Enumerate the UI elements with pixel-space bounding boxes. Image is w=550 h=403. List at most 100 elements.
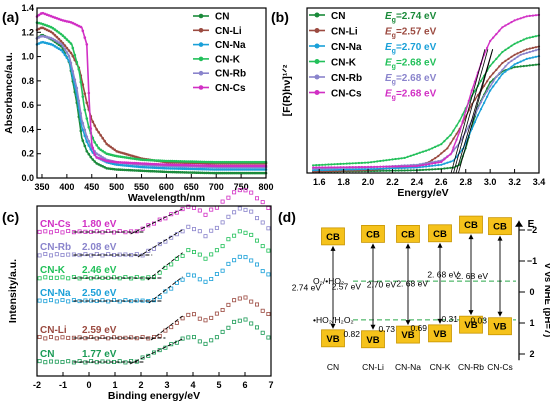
data-point bbox=[357, 161, 360, 165]
data-point bbox=[100, 298, 105, 303]
data-point bbox=[149, 162, 152, 166]
series-label: CN bbox=[40, 349, 54, 360]
data-point bbox=[467, 99, 470, 102]
data-point bbox=[186, 248, 191, 253]
data-point bbox=[143, 165, 146, 169]
data-point bbox=[388, 165, 391, 168]
data-point bbox=[137, 165, 140, 169]
panel-b-plot-frame bbox=[306, 7, 540, 174]
data-point bbox=[133, 157, 136, 161]
data-point bbox=[443, 167, 446, 170]
data-point bbox=[486, 90, 489, 93]
data-point bbox=[163, 163, 166, 166]
data-point bbox=[360, 161, 363, 164]
data-point bbox=[232, 171, 236, 175]
data-point bbox=[248, 164, 252, 168]
x-tick-label: 450 bbox=[84, 182, 99, 192]
data-point bbox=[220, 220, 225, 225]
data-point bbox=[397, 165, 400, 168]
x-tick-label: 500 bbox=[109, 182, 124, 192]
data-point bbox=[111, 162, 114, 165]
data-point bbox=[146, 248, 151, 253]
x-axis-label: Binding energy/eV bbox=[108, 390, 200, 402]
data-point bbox=[141, 158, 144, 162]
data-point bbox=[145, 166, 148, 169]
data-point bbox=[473, 121, 476, 124]
data-point bbox=[208, 171, 212, 175]
data-point bbox=[77, 358, 82, 363]
data-point bbox=[189, 160, 192, 163]
data-point bbox=[498, 29, 501, 32]
data-point bbox=[155, 159, 158, 162]
data-point bbox=[254, 196, 259, 201]
legend-b: CN Eg=2.74 eV CN-Li Eg=2.57 eV CN-Na Eg=2.70 … bbox=[309, 11, 437, 102]
series-value-label: 2.59 eV bbox=[82, 325, 117, 336]
data-point bbox=[446, 167, 449, 170]
data-point bbox=[214, 271, 219, 276]
data-point bbox=[510, 65, 513, 68]
data-point bbox=[218, 171, 222, 175]
data-point bbox=[59, 44, 63, 48]
data-point bbox=[501, 26, 504, 29]
data-point bbox=[220, 244, 225, 249]
x-tick-label: 350 bbox=[34, 182, 49, 192]
data-point bbox=[66, 252, 71, 257]
data-point bbox=[145, 158, 148, 162]
data-point bbox=[376, 167, 379, 170]
series-markers-cn-k bbox=[35, 21, 268, 164]
data-point bbox=[112, 335, 117, 340]
data-point bbox=[220, 168, 224, 171]
data-point bbox=[53, 28, 57, 31]
sample-label: CN-Rb bbox=[458, 362, 484, 372]
data-point bbox=[94, 251, 99, 256]
data-point bbox=[209, 207, 214, 212]
panel-b-tag: (b) bbox=[271, 9, 289, 25]
data-point bbox=[173, 159, 176, 163]
x-tick-label: 2.4 bbox=[411, 177, 424, 187]
data-point bbox=[171, 163, 174, 167]
data-point bbox=[476, 107, 479, 110]
gap-arrow-head-bottom bbox=[405, 320, 411, 326]
data-point bbox=[249, 209, 254, 214]
series-cn-li: CN-Li 2.59 eV bbox=[37, 295, 271, 341]
data-point bbox=[169, 167, 172, 170]
data-point bbox=[191, 312, 196, 317]
tangent-line bbox=[455, 49, 493, 174]
data-point bbox=[187, 167, 190, 171]
data-point bbox=[83, 92, 87, 95]
data-point bbox=[193, 171, 196, 174]
data-point bbox=[434, 164, 437, 167]
data-point bbox=[397, 167, 400, 170]
data-point bbox=[333, 166, 336, 169]
gap-arrow-head-bottom bbox=[370, 324, 376, 330]
data-point bbox=[224, 168, 228, 171]
data-point bbox=[105, 159, 108, 163]
data-point bbox=[250, 164, 254, 168]
data-point bbox=[525, 64, 528, 67]
data-point bbox=[254, 302, 259, 307]
data-point bbox=[111, 160, 114, 163]
band-cn-cs: CB VB 2. 68 eV 0.03 CN-Cs bbox=[456, 217, 513, 372]
data-point bbox=[382, 159, 385, 162]
data-point bbox=[97, 146, 100, 150]
data-point bbox=[461, 120, 464, 123]
gap-arrow-head-bottom bbox=[468, 310, 474, 316]
data-point bbox=[112, 297, 117, 302]
data-point bbox=[266, 205, 271, 210]
data-point bbox=[181, 163, 184, 167]
data-point bbox=[203, 341, 208, 346]
data-point bbox=[133, 155, 136, 158]
data-point bbox=[49, 14, 53, 18]
series-label: CN-K bbox=[40, 265, 66, 276]
x-tick-label: 7 bbox=[268, 380, 273, 390]
data-point bbox=[123, 156, 126, 159]
data-point bbox=[197, 160, 200, 164]
cb-label: CB bbox=[401, 229, 415, 240]
data-point bbox=[195, 167, 198, 171]
data-point bbox=[249, 299, 254, 304]
series-markers-cn bbox=[35, 33, 268, 175]
data-point bbox=[113, 148, 116, 152]
legend-label: CN-Cs bbox=[215, 83, 246, 94]
data-point bbox=[382, 169, 385, 172]
data-point bbox=[212, 164, 216, 168]
